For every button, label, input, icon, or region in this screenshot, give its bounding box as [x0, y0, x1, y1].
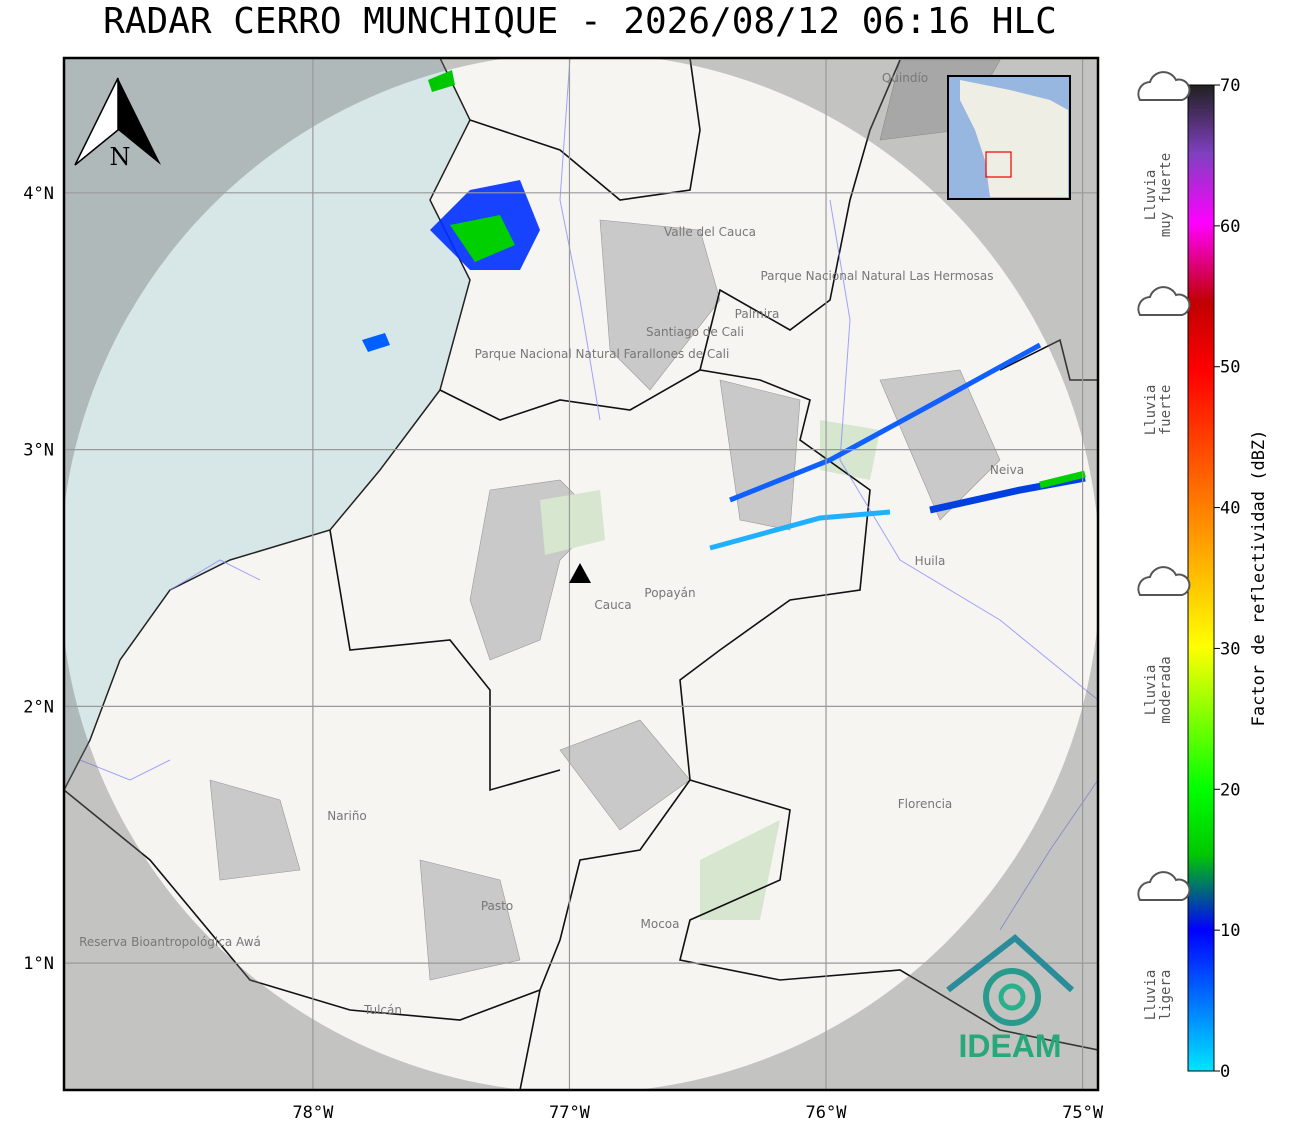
- place-label: Huila: [915, 554, 946, 568]
- map: Quindío Valle del Cauca Parque Nacional Na…: [64, 58, 1098, 1090]
- place-label: Valle del Cauca: [664, 225, 756, 239]
- colorbar-tick-label: 60: [1220, 217, 1240, 237]
- colorbar-tick-label: 20: [1220, 780, 1240, 800]
- rain-icon: [1137, 871, 1191, 901]
- lon-tick-label: 78°W: [292, 1103, 334, 1123]
- inset-map: [947, 75, 1071, 200]
- colorbar-tick-label: 40: [1220, 499, 1240, 519]
- colorbar-tick-label: 0: [1220, 1062, 1230, 1082]
- rain-class-label: Lluvialigera: [1143, 970, 1174, 1021]
- place-label: Palmira: [735, 307, 780, 321]
- place-label: Quindío: [882, 71, 928, 85]
- place-label: Florencia: [898, 797, 953, 811]
- rain-class-line: fuerte: [1158, 385, 1174, 436]
- rain-icon: [1137, 566, 1191, 596]
- north-label: N: [110, 143, 131, 171]
- rain-class-line: muy fuerte: [1158, 153, 1174, 237]
- colorbar-tick-label: 30: [1220, 639, 1240, 659]
- place-label: Parque Nacional Natural Farallones de Ca…: [475, 347, 730, 361]
- place-label: Santiago de Cali: [646, 325, 744, 339]
- radar-echoes: [362, 70, 1086, 551]
- lon-tick-label: 76°W: [806, 1103, 848, 1123]
- place-label: Neiva: [990, 463, 1024, 477]
- rain-icon: [1137, 286, 1191, 316]
- lat-tick-label: 4°N: [23, 184, 54, 204]
- rain-class-line: moderada: [1158, 656, 1174, 723]
- logo: IDEAM: [946, 934, 1075, 1064]
- terrain: [209, 59, 1001, 981]
- lon-tick-label: 75°W: [1062, 1103, 1104, 1123]
- ocean: [64, 58, 470, 790]
- place-label: Mocoa: [641, 917, 680, 931]
- lat-tick-label: 2°N: [23, 697, 54, 717]
- place-label: Tulcán: [363, 1003, 402, 1017]
- place-label: Pasto: [481, 899, 513, 913]
- coastline: [64, 58, 471, 791]
- rain-class-line: Lluvia: [1143, 385, 1159, 436]
- place-label: Cauca: [594, 598, 631, 612]
- lat-tick-label: 3°N: [23, 441, 54, 461]
- colorbar: [1187, 84, 1215, 1072]
- logo-text: IDEAM: [958, 1028, 1061, 1064]
- rain-class-label: Lluviamoderada: [1143, 656, 1174, 723]
- north-arrow: N: [74, 77, 161, 171]
- rain-class-line: Lluvia: [1143, 970, 1159, 1021]
- map-frame: [62, 56, 1100, 1092]
- rain-class-label: Lluviafuerte: [1143, 385, 1174, 436]
- colorbar-tick-label: 10: [1220, 921, 1240, 941]
- lat-tick-label: 1°N: [23, 954, 54, 974]
- rain-class-line: Lluvia: [1143, 665, 1159, 716]
- lon-tick-label: 77°W: [549, 1103, 591, 1123]
- place-label: Parque Nacional Natural Las Hermosas: [760, 269, 993, 283]
- colorbar-tick-label: 50: [1220, 358, 1240, 378]
- place-label: Reserva Bioantropológica Awá: [79, 935, 261, 949]
- place-label: Nariño: [327, 809, 367, 823]
- title: RADAR CERRO MUNCHIQUE - 2026/08/12 06:16…: [103, 1, 1057, 42]
- radar-site: [569, 563, 591, 583]
- colorbar-label: Factor de reflectividad (dBZ): [1249, 430, 1269, 727]
- place-label: Popayán: [644, 586, 695, 600]
- rain-class-line: ligera: [1158, 970, 1174, 1021]
- rain-class-line: Lluvia: [1143, 170, 1159, 221]
- rain-icon: [1137, 71, 1191, 101]
- colorbar-tick-label: 70: [1220, 76, 1240, 96]
- boundaries: [64, 58, 1098, 1090]
- rain-class-label: Lluviamuy fuerte: [1143, 153, 1174, 237]
